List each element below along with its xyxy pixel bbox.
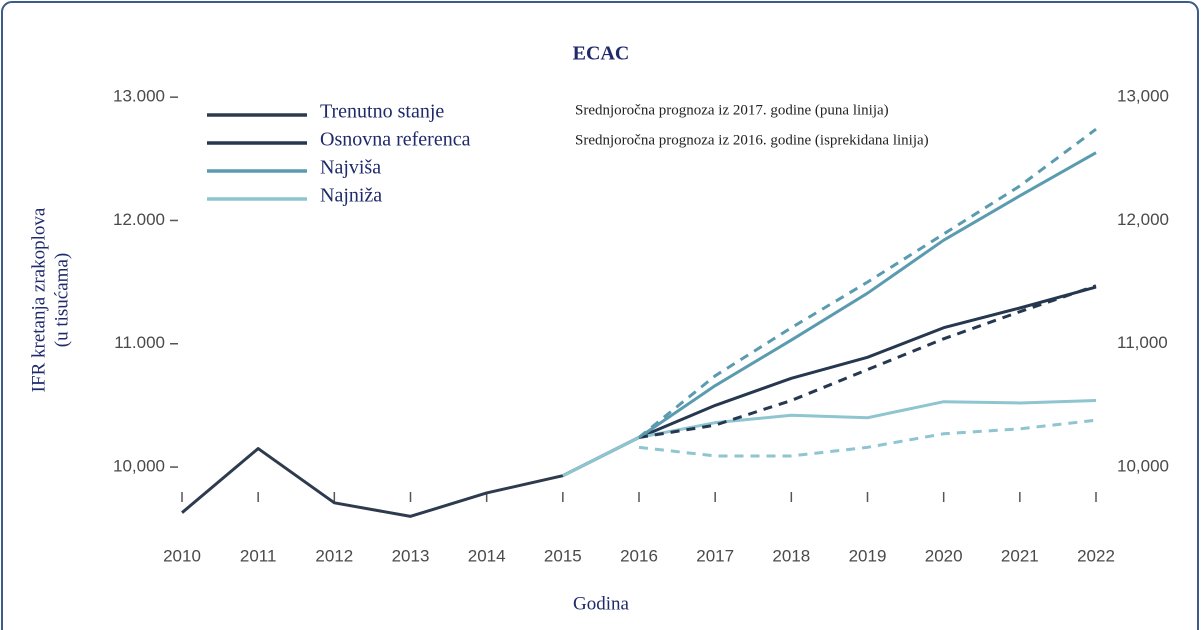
y-tick-label: 11.000 <box>114 333 165 352</box>
x-tick-label: 2021 <box>1001 546 1039 565</box>
series-line <box>562 151 1097 478</box>
x-tick-label: 2012 <box>315 546 353 565</box>
legend-label: Najviša <box>320 157 381 179</box>
y-tick-label: 12.000 <box>113 210 165 229</box>
y2-tick-label: 12,000 <box>1117 210 1169 229</box>
chart-title: ECAC <box>573 43 630 65</box>
y2-tick-label: 11,000 <box>1117 333 1168 352</box>
legend-label: Najniža <box>320 185 382 207</box>
series-line <box>562 285 1097 478</box>
x-tick-label: 2022 <box>1077 546 1115 565</box>
x-tick-label: 2019 <box>849 546 887 565</box>
y-tick-label: 13.000 <box>113 87 165 106</box>
x-tick-label: 2015 <box>544 546 582 565</box>
y2-tick-label: 10,000 <box>1117 457 1169 476</box>
x-tick-label: 2013 <box>392 546 430 565</box>
x-tick-label: 2017 <box>696 546 734 565</box>
series-line <box>562 398 1097 478</box>
x-tick-label: 2016 <box>620 546 658 565</box>
forecast-line <box>638 418 1097 458</box>
y-tick-label: 10,000 <box>113 457 165 476</box>
x-tick-label: 2010 <box>163 546 201 565</box>
y2-tick-label: 13,000 <box>1117 87 1169 106</box>
annotation: Srednjoročna prognoza iz 2017. godine (p… <box>575 102 889 118</box>
x-tick-label: 2014 <box>468 546 506 565</box>
y-axis-label: IFR kretanja zrakoplova <box>28 207 49 392</box>
x-axis-label: Godina <box>573 593 630 614</box>
x-tick-label: 2011 <box>240 546 277 565</box>
forecast-line <box>638 284 1097 439</box>
legend-label: Trenutno stanje <box>320 101 444 123</box>
annotation: Srednjoročna prognoza iz 2016. godine (i… <box>575 132 929 148</box>
y-axis-label: (u tisućama) <box>51 253 72 347</box>
x-tick-label: 2018 <box>772 546 810 565</box>
forecast-line <box>638 128 1097 439</box>
legend-label: Osnovna referenca <box>320 129 471 151</box>
series-line <box>181 436 640 518</box>
x-tick-label: 2020 <box>925 546 963 565</box>
